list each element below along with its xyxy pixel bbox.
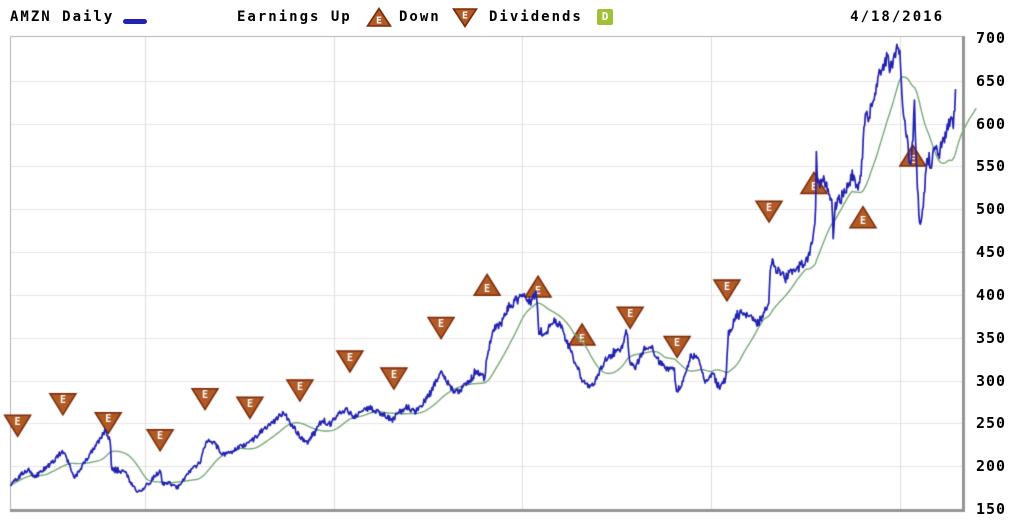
legend-dividends-label: Dividends <box>489 9 583 25</box>
earnings-up-icon: E <box>366 7 392 27</box>
chart-title: AMZN Daily <box>10 9 115 25</box>
y-axis-tick: 350 <box>976 328 1007 347</box>
y-axis-tick: 200 <box>976 457 1007 476</box>
y-axis-tick: 250 <box>976 414 1007 433</box>
earnings-down-icon-letter: E <box>462 11 468 22</box>
y-axis-tick: 500 <box>976 200 1007 219</box>
as-of-date: 4/18/2016 <box>850 9 944 25</box>
y-axis-tick: 150 <box>976 500 1007 518</box>
y-axis-tick: 700 <box>976 29 1007 47</box>
price-line-swatch <box>123 19 147 24</box>
earnings-down-icon: E <box>452 8 478 28</box>
y-axis-tick: 600 <box>976 114 1007 133</box>
dividend-badge-icon: D <box>597 9 613 25</box>
y-axis-tick: 450 <box>976 243 1007 262</box>
earnings-up-icon-letter: E <box>376 16 382 27</box>
legend-earnings-up-label: Earnings Up <box>237 9 352 25</box>
y-axis-tick: 650 <box>976 71 1007 90</box>
y-axis-tick: 300 <box>976 371 1007 390</box>
legend-earnings-down-label: Down <box>399 9 441 25</box>
y-axis-tick: 550 <box>976 157 1007 176</box>
y-axis-tick: 400 <box>976 285 1007 304</box>
